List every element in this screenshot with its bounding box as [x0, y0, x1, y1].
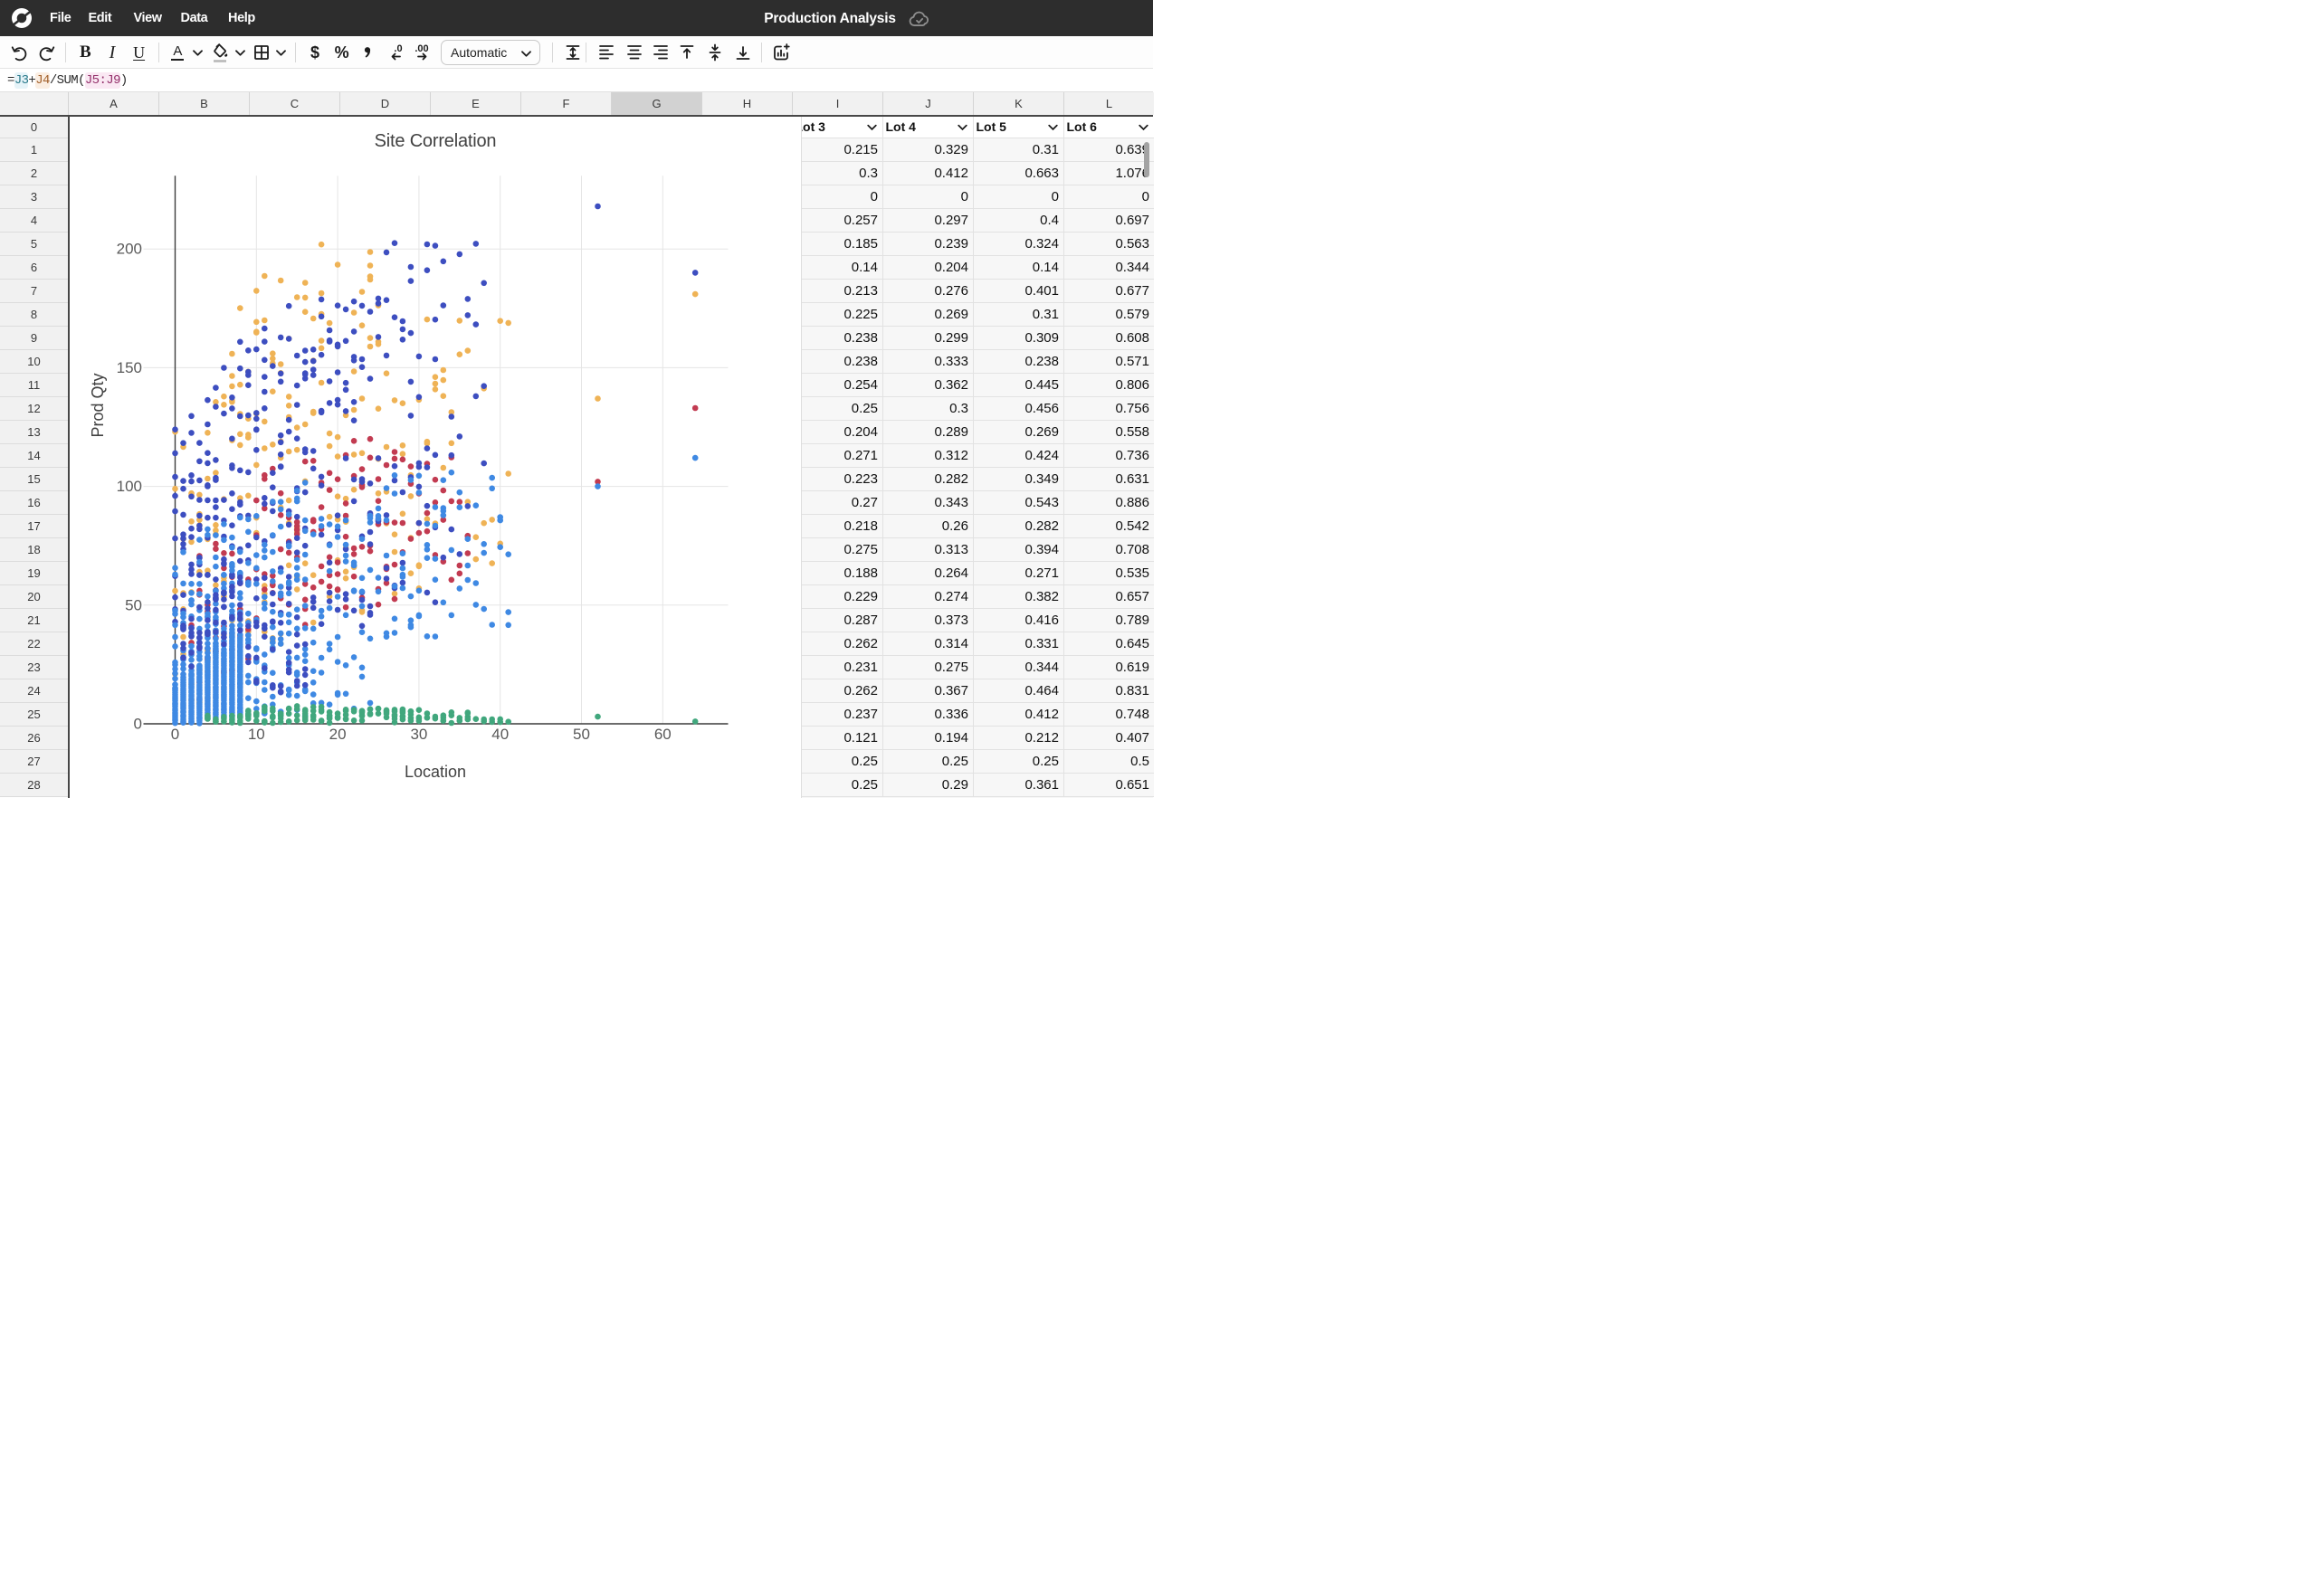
- svg-text:Location: Location: [405, 763, 466, 781]
- svg-text:0: 0: [134, 716, 142, 733]
- svg-text:.00: .00: [415, 43, 428, 54]
- svg-text:50: 50: [573, 726, 590, 743]
- svg-text:200: 200: [117, 241, 142, 258]
- svg-text:100: 100: [117, 478, 142, 495]
- svg-text:150: 150: [117, 359, 142, 376]
- svg-text:60: 60: [654, 726, 672, 743]
- svg-text:40: 40: [491, 726, 509, 743]
- svg-text:.0: .0: [394, 43, 402, 54]
- svg-text:30: 30: [410, 726, 427, 743]
- svg-text:10: 10: [248, 726, 265, 743]
- svg-text:0: 0: [171, 726, 179, 743]
- svg-text:Site Correlation: Site Correlation: [375, 131, 497, 151]
- svg-text:50: 50: [125, 596, 142, 613]
- svg-text:20: 20: [329, 726, 347, 743]
- svg-text:Prod Qty: Prod Qty: [89, 373, 107, 437]
